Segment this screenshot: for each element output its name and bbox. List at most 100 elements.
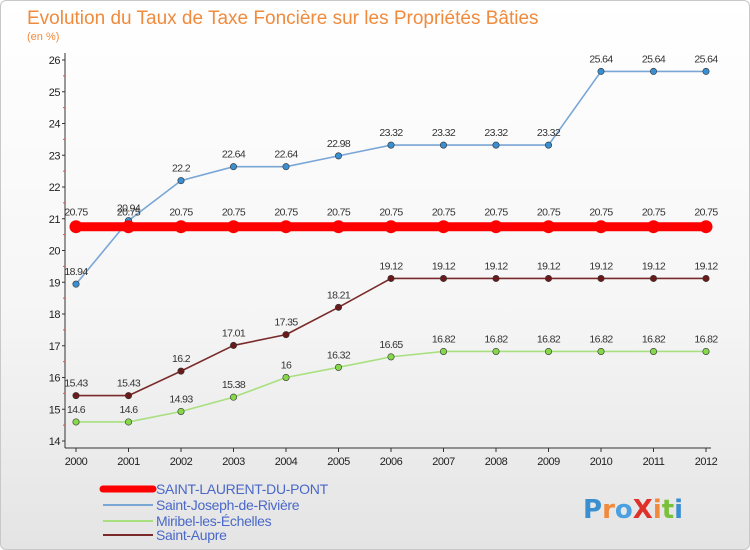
data-point (439, 347, 447, 355)
data-point (334, 152, 342, 160)
data-point (649, 347, 657, 355)
legend-label: Miribel-les-Échelles (156, 513, 272, 529)
data-point (702, 67, 710, 75)
data-label: 19.12 (432, 260, 456, 272)
data-label: 20.75 (327, 207, 351, 219)
data-point (597, 274, 605, 282)
data-label: 20.75 (64, 207, 88, 219)
y-tick-label: 17 (49, 341, 61, 353)
data-label: 20.75 (274, 207, 298, 219)
data-point (230, 163, 238, 171)
series-0: 20.75 20.75 20.75 20.75 20.75 20.75 20.75 20.75… (64, 207, 719, 234)
data-point (334, 303, 342, 311)
data-point (489, 220, 503, 234)
x-tick-label: 2011 (643, 456, 665, 468)
data-point (437, 220, 450, 234)
data-point (699, 220, 713, 234)
x-tick-label: 2004 (275, 456, 298, 468)
data-point (122, 220, 135, 234)
data-point (702, 274, 710, 282)
y-tick-label: 23 (49, 150, 61, 162)
x-tick-label: 2010 (590, 456, 613, 468)
data-point (649, 67, 657, 75)
y-tick-label: 16 (49, 373, 61, 385)
data-label: 16.2 (172, 353, 191, 365)
data-label: 15.43 (64, 378, 88, 390)
x-tick-label: 2012 (695, 456, 718, 468)
data-point (332, 220, 345, 234)
data-label: 19.12 (537, 260, 561, 272)
data-point (384, 220, 398, 234)
data-point (230, 341, 238, 349)
series-line (75, 70, 707, 285)
x-tick-label: 2008 (485, 456, 508, 468)
data-point (387, 353, 395, 361)
data-label: 16 (281, 360, 292, 372)
data-label: 20.75 (432, 207, 456, 219)
chart-subtitle: (en %) (27, 31, 59, 43)
data-point (544, 274, 552, 282)
legend-label: Saint-Joseph-de-Rivière (156, 497, 300, 513)
y-tick-label: 14 (49, 436, 61, 448)
data-point (439, 141, 447, 149)
data-point (177, 407, 185, 415)
data-label: 16.82 (432, 333, 456, 345)
data-point (544, 347, 552, 355)
series-2: 14.6 14.6 14.93 15.38 16 16.32 16.65 16.82 16.82… (67, 333, 719, 426)
data-label: 20.75 (484, 207, 508, 219)
data-point (282, 373, 290, 381)
data-point (282, 163, 290, 171)
data-label: 16.82 (484, 333, 508, 345)
data-label: 22.98 (327, 138, 351, 150)
y-tick-label: 26 (49, 55, 61, 67)
data-point (279, 220, 293, 234)
data-label: 14.6 (67, 404, 86, 416)
data-point (125, 418, 133, 426)
data-label: 25.64 (694, 53, 718, 65)
legend-label: Saint-Aupre (156, 527, 227, 543)
data-point (597, 347, 605, 355)
data-label: 20.75 (694, 207, 718, 219)
x-tick-label: 2009 (537, 456, 560, 468)
data-label: 19.12 (642, 260, 666, 272)
legend: SAINT-LAURENT-DU-PONTSaint-Joseph-de-Riv… (99, 481, 329, 543)
data-label: 16.82 (537, 333, 561, 345)
x-tick-label: 2007 (432, 456, 455, 468)
data-point (334, 363, 342, 371)
y-tick-label: 24 (49, 119, 61, 131)
series-3: 15.43 15.43 16.2 17.01 17.35 18.21 19.12 19.12 1… (64, 260, 719, 400)
y-tick-label: 18 (49, 309, 61, 321)
data-label: 25.64 (642, 53, 666, 65)
data-label: 23.32 (379, 127, 403, 139)
y-tick-label: 21 (49, 214, 61, 226)
data-label: 19.12 (379, 260, 403, 272)
data-label: 14.6 (119, 404, 138, 416)
data-label: 15.38 (222, 379, 246, 391)
data-label: 18.21 (327, 289, 351, 301)
y-tick-label: 20 (49, 246, 61, 258)
data-label: 18.94 (64, 266, 88, 278)
data-point (702, 347, 710, 355)
data-point (177, 367, 185, 375)
x-tick-label: 2003 (222, 456, 245, 468)
data-point (492, 347, 500, 355)
data-point (72, 280, 80, 288)
data-point (72, 418, 80, 426)
data-label: 20.75 (169, 207, 193, 219)
data-point (594, 220, 608, 234)
data-point (387, 274, 395, 282)
data-label: 25.64 (589, 53, 613, 65)
data-point (174, 220, 188, 234)
data-point (125, 392, 133, 400)
y-tick-label: 15 (49, 404, 61, 416)
x-tick-label: 2001 (117, 456, 140, 468)
series-line (75, 350, 707, 423)
y-tick-label: 22 (49, 182, 61, 194)
data-label: 20.75 (589, 207, 613, 219)
legend-label: SAINT-LAURENT-DU-PONT (156, 481, 329, 497)
data-point (230, 393, 238, 401)
chart-title: Evolution du Taux de Taxe Foncière sur l… (27, 8, 539, 29)
data-point (544, 141, 552, 149)
